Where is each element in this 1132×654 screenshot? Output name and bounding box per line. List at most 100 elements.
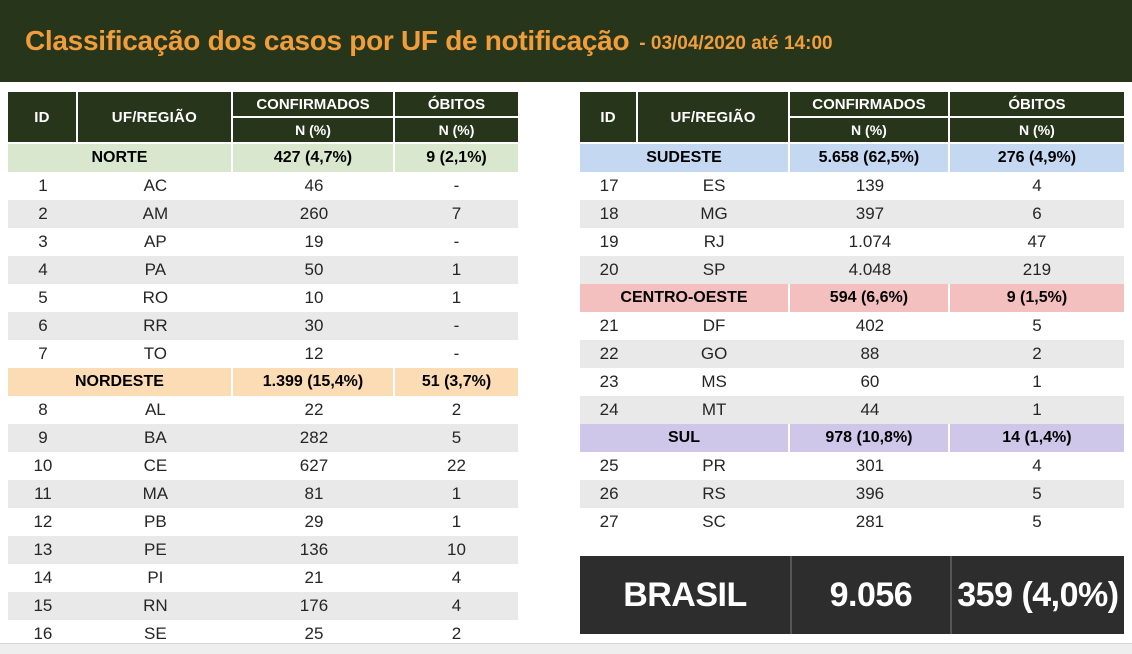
state-id: 10 bbox=[33, 456, 53, 475]
state-obitos: 2 bbox=[451, 624, 462, 643]
state-obitos: 5 bbox=[1032, 316, 1042, 335]
col-header-confirmados-label: CONFIRMADOS bbox=[789, 92, 948, 118]
region-name: SUL bbox=[580, 424, 790, 452]
col-header-obitos: ÓBITOS N (%) bbox=[395, 92, 518, 142]
state-row-rr: 6 RR 30 - bbox=[8, 312, 518, 340]
state-id: 16 bbox=[33, 624, 53, 643]
table-right: ID UF/REGIÃO CONFIRMADOS N (%) ÓBITOS N … bbox=[580, 92, 1124, 536]
state-id: 15 bbox=[33, 596, 53, 615]
state-confirmados: 396 bbox=[855, 484, 885, 503]
state-obitos: - bbox=[453, 316, 460, 335]
bottom-strip bbox=[0, 643, 1132, 654]
state-row-to: 7 TO 12 - bbox=[8, 340, 518, 368]
state-row-sc: 27 SC 281 5 bbox=[580, 508, 1124, 536]
region-confirmados: 1.399 (15,4%) bbox=[233, 368, 396, 396]
state-id: 5 bbox=[38, 288, 48, 307]
page-subtitle: - 03/04/2020 até 14:00 bbox=[639, 32, 833, 54]
state-obitos: 6 bbox=[1032, 204, 1042, 223]
state-uf: AP bbox=[144, 232, 167, 251]
col-header-confirmados-npct: N (%) bbox=[232, 118, 394, 142]
state-row-se: 16 SE 25 2 bbox=[8, 620, 518, 648]
state-row-rn: 15 RN 176 4 bbox=[8, 592, 518, 620]
state-obitos: 4 bbox=[1032, 176, 1042, 195]
state-obitos: 1 bbox=[451, 484, 462, 503]
table-left-header: ID UF/REGIÃO CONFIRMADOS N (%) ÓBITOS N … bbox=[8, 92, 518, 142]
state-confirmados: 30 bbox=[304, 316, 324, 335]
state-uf: DF bbox=[702, 316, 726, 335]
state-confirmados: 176 bbox=[299, 596, 329, 615]
col-header-obitos-npct: N (%) bbox=[949, 118, 1124, 142]
state-row-df: 21 DF 402 5 bbox=[580, 312, 1124, 340]
state-confirmados: 1.074 bbox=[848, 232, 892, 251]
state-confirmados: 46 bbox=[304, 176, 324, 195]
region-confirmados: 5.658 (62,5%) bbox=[790, 144, 950, 172]
state-id: 1 bbox=[38, 176, 48, 195]
state-confirmados: 139 bbox=[855, 176, 885, 195]
region-confirmados: 427 (4,7%) bbox=[233, 144, 396, 172]
state-confirmados: 19 bbox=[304, 232, 324, 251]
state-confirmados: 50 bbox=[304, 260, 324, 279]
state-obitos: 7 bbox=[451, 204, 462, 223]
state-uf: RO bbox=[142, 288, 169, 307]
state-obitos: 1 bbox=[1032, 400, 1042, 419]
state-id: 20 bbox=[599, 260, 619, 279]
page-title: Classificação dos casos por UF de notifi… bbox=[25, 25, 630, 56]
state-uf: PA bbox=[144, 260, 167, 279]
brasil-confirmados: 9.056 bbox=[789, 556, 950, 634]
state-id: 25 bbox=[599, 456, 619, 475]
state-row-es: 17 ES 139 4 bbox=[580, 172, 1124, 200]
state-id: 3 bbox=[38, 232, 48, 251]
table-right-body: SUDESTE 5.658 (62,5%) 276 (4,9%) 17 ES 139 4 18… bbox=[580, 144, 1124, 536]
state-row-ap: 3 AP 19 - bbox=[8, 228, 518, 256]
state-uf: RJ bbox=[703, 232, 725, 251]
state-uf: PE bbox=[144, 540, 167, 559]
state-uf: BA bbox=[144, 428, 167, 447]
state-id: 27 bbox=[599, 512, 619, 531]
state-obitos: 4 bbox=[1032, 456, 1042, 475]
region-confirmados: 594 (6,6%) bbox=[790, 284, 950, 312]
state-row-rj: 19 RJ 1.074 47 bbox=[580, 228, 1124, 256]
state-row-mt: 24 MT 44 1 bbox=[580, 396, 1124, 424]
region-row-sul: SUL 978 (10,8%) 14 (1,4%) bbox=[580, 424, 1124, 452]
state-obitos: 1 bbox=[451, 288, 462, 307]
region-obitos: 14 (1,4%) bbox=[1002, 429, 1072, 446]
state-id: 18 bbox=[599, 204, 619, 223]
state-row-ce: 10 CE 627 22 bbox=[8, 452, 518, 480]
state-uf: SE bbox=[144, 624, 167, 643]
state-obitos: 2 bbox=[1032, 344, 1042, 363]
state-obitos: 2 bbox=[451, 400, 462, 419]
region-name: NORTE bbox=[8, 144, 233, 172]
state-obitos: 1 bbox=[1032, 372, 1042, 391]
state-uf: PI bbox=[147, 568, 164, 587]
state-confirmados: 397 bbox=[855, 204, 885, 223]
col-header-confirmados-label: CONFIRMADOS bbox=[232, 92, 394, 118]
state-id: 7 bbox=[38, 344, 48, 363]
state-row-pi: 14 PI 21 4 bbox=[8, 564, 518, 592]
state-uf: MA bbox=[142, 484, 169, 503]
state-obitos: 219 bbox=[1022, 260, 1052, 279]
state-row-mg: 18 MG 397 6 bbox=[580, 200, 1124, 228]
state-confirmados: 60 bbox=[860, 372, 880, 391]
state-id: 17 bbox=[599, 176, 619, 195]
state-obitos: - bbox=[453, 232, 460, 251]
state-uf: MT bbox=[701, 400, 727, 419]
col-header-id: ID bbox=[8, 92, 78, 142]
state-obitos: 5 bbox=[1032, 484, 1042, 503]
col-header-uf-regiao: UF/REGIÃO bbox=[77, 92, 233, 142]
state-id: 12 bbox=[33, 512, 53, 531]
brasil-obitos: 359 (4,0%) bbox=[949, 556, 1124, 634]
region-name: SUDESTE bbox=[580, 144, 790, 172]
state-uf: SC bbox=[702, 512, 726, 531]
state-uf: PR bbox=[702, 456, 726, 475]
state-id: 19 bbox=[599, 232, 619, 251]
state-row-al: 8 AL 22 2 bbox=[8, 396, 518, 424]
state-confirmados: 88 bbox=[860, 344, 880, 363]
region-obitos: 9 (1,5%) bbox=[1006, 289, 1068, 306]
state-row-ac: 1 AC 46 - bbox=[8, 172, 518, 200]
state-row-rs: 26 RS 396 5 bbox=[580, 480, 1124, 508]
region-obitos: 276 (4,9%) bbox=[997, 149, 1077, 166]
region-row-nordeste: NORDESTE 1.399 (15,4%) 51 (3,7%) bbox=[8, 368, 518, 396]
state-id: 14 bbox=[33, 568, 53, 587]
state-confirmados: 301 bbox=[855, 456, 885, 475]
state-uf: RS bbox=[702, 484, 726, 503]
